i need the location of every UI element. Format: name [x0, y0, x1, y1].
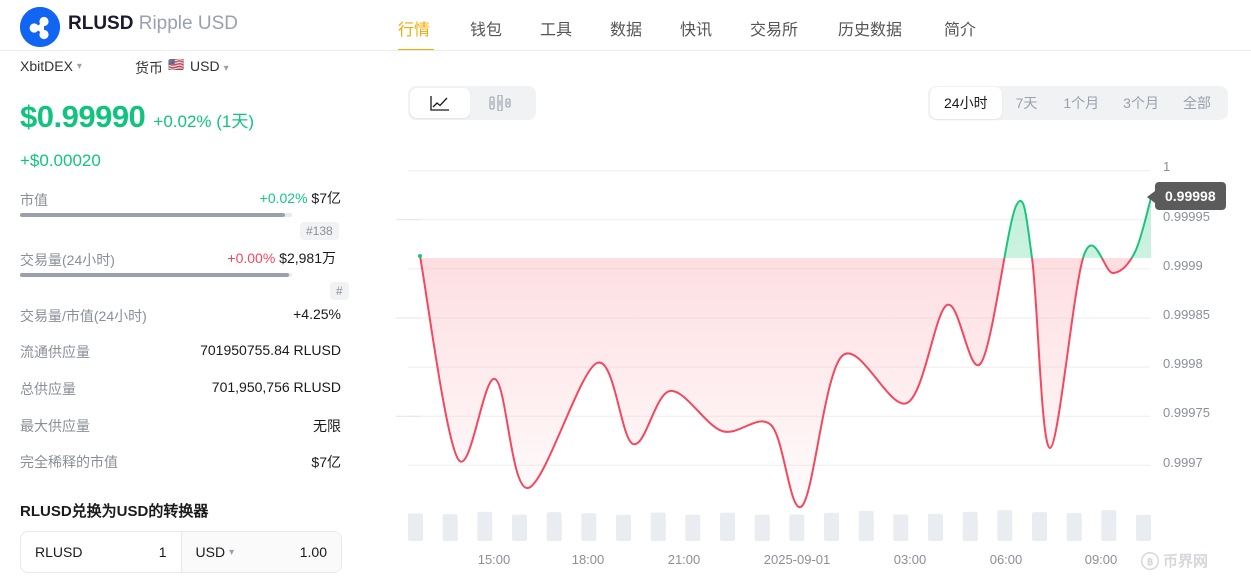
svg-text:฿: ฿	[1147, 557, 1153, 568]
